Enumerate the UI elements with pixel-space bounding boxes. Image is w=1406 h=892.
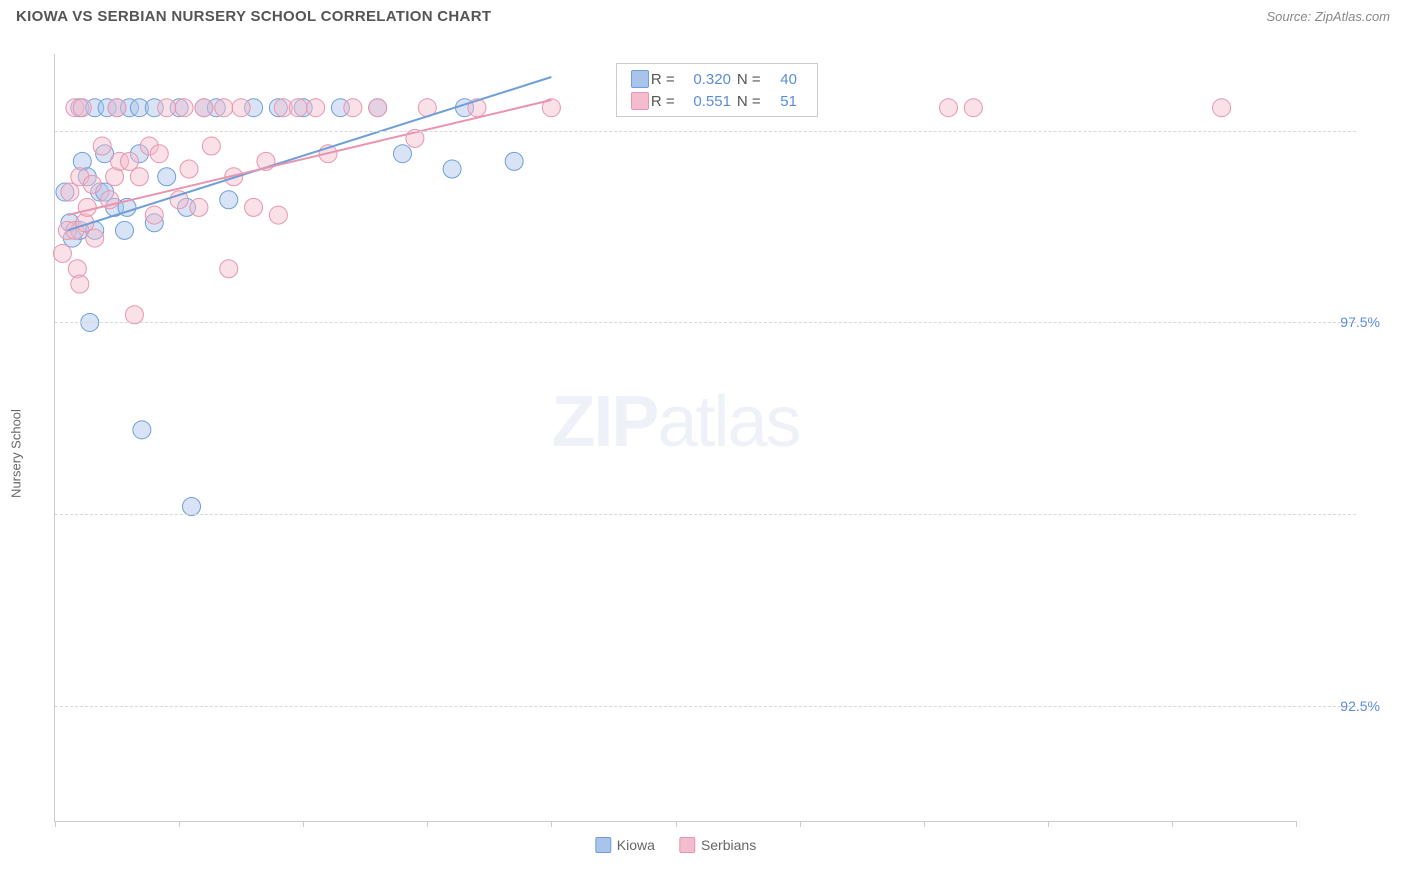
scatter-point	[202, 137, 220, 155]
scatter-point	[190, 198, 208, 216]
gridline-h	[55, 322, 1356, 323]
chart-header: KIOWA VS SERBIAN NURSERY SCHOOL CORRELAT…	[0, 0, 1406, 37]
gridline-h	[55, 131, 1356, 132]
gridline-h	[55, 706, 1356, 707]
x-tick	[303, 821, 304, 827]
x-tick	[1048, 821, 1049, 827]
x-tick	[800, 821, 801, 827]
legend-label: Kiowa	[617, 837, 655, 853]
stats-r-value: 0.551	[681, 93, 737, 110]
scatter-point	[940, 99, 958, 117]
scatter-point	[220, 260, 238, 278]
scatter-point	[115, 221, 133, 239]
chart-title: KIOWA VS SERBIAN NURSERY SCHOOL CORRELAT…	[16, 8, 491, 25]
scatter-point	[964, 99, 982, 117]
plot-area: ZIPatlas R =0.320N =40R =0.551N =51 Kiow…	[54, 54, 1296, 822]
x-tick	[55, 821, 56, 827]
stats-n-label: N =	[737, 71, 767, 88]
x-tick	[427, 821, 428, 827]
scatter-point	[344, 99, 362, 117]
scatter-point	[183, 498, 201, 516]
scatter-point	[145, 206, 163, 224]
scatter-point	[232, 99, 250, 117]
legend-swatch	[679, 837, 695, 853]
chart-container: Nursery School ZIPatlas R =0.320N =40R =…	[40, 40, 1386, 852]
scatter-point	[150, 145, 168, 163]
scatter-point	[195, 99, 213, 117]
scatter-point	[53, 244, 71, 262]
stats-n-value: 40	[767, 71, 803, 88]
scatter-point	[120, 152, 138, 170]
scatter-point	[393, 145, 411, 163]
scatter-point	[269, 206, 287, 224]
source-attribution: Source: ZipAtlas.com	[1266, 9, 1390, 24]
legend-label: Serbians	[701, 837, 756, 853]
scatter-point	[443, 160, 461, 178]
legend-item: Serbians	[679, 837, 756, 853]
x-tick	[551, 821, 552, 827]
scatter-point	[245, 198, 263, 216]
scatter-point	[83, 175, 101, 193]
scatter-point	[133, 421, 151, 439]
stats-legend-box: R =0.320N =40 R =0.551N =51	[616, 63, 818, 117]
scatter-point	[1213, 99, 1231, 117]
stats-n-label: N =	[737, 93, 767, 110]
scatter-point	[71, 275, 89, 293]
scatter-point	[369, 99, 387, 117]
scatter-point	[180, 160, 198, 178]
x-tick	[179, 821, 180, 827]
stats-n-value: 51	[767, 93, 803, 110]
stats-swatch	[631, 92, 649, 110]
x-tick	[1172, 821, 1173, 827]
x-tick	[924, 821, 925, 827]
scatter-point	[220, 191, 238, 209]
scatter-point	[125, 306, 143, 324]
stats-r-label: R =	[651, 71, 681, 88]
scatter-point	[130, 168, 148, 186]
bottom-legend: Kiowa Serbians	[595, 837, 756, 853]
x-tick	[676, 821, 677, 827]
stats-r-value: 0.320	[681, 71, 737, 88]
x-tick	[1296, 821, 1297, 827]
scatter-point	[505, 152, 523, 170]
scatter-point	[215, 99, 233, 117]
scatter-point	[86, 229, 104, 247]
stats-r-label: R =	[651, 93, 681, 110]
y-axis-label: Nursery School	[9, 409, 24, 498]
scatter-point	[93, 137, 111, 155]
legend-swatch	[595, 837, 611, 853]
gridline-h	[55, 514, 1356, 515]
scatter-point	[175, 99, 193, 117]
scatter-point	[158, 168, 176, 186]
scatter-point	[307, 99, 325, 117]
scatter-point	[289, 99, 307, 117]
stats-swatch	[631, 70, 649, 88]
scatter-point	[108, 99, 126, 117]
scatter-point	[73, 99, 91, 117]
y-tick-label: 97.5%	[1340, 314, 1380, 330]
scatter-point	[158, 99, 176, 117]
y-tick-label: 92.5%	[1340, 698, 1380, 714]
legend-item: Kiowa	[595, 837, 655, 853]
scatter-point	[78, 198, 96, 216]
scatter-point	[61, 183, 79, 201]
